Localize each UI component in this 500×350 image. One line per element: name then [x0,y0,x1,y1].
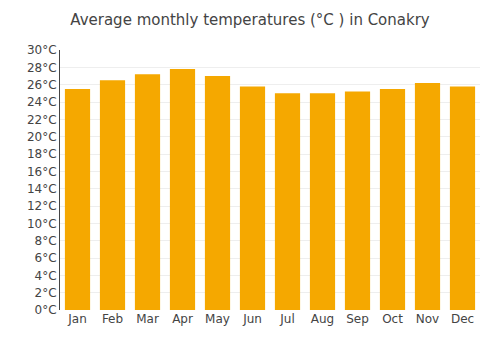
svg-text:24°C: 24°C [27,95,57,109]
svg-text:Jan: Jan [67,312,87,326]
svg-text:22°C: 22°C [27,113,57,127]
svg-text:Dec: Dec [451,312,474,326]
svg-text:Sep: Sep [346,312,369,326]
svg-text:8°C: 8°C [35,234,57,248]
svg-text:4°C: 4°C [35,269,57,283]
svg-text:Nov: Nov [416,312,439,326]
svg-text:14°C: 14°C [27,182,57,196]
svg-text:May: May [205,312,230,326]
svg-text:18°C: 18°C [27,147,57,161]
svg-text:Apr: Apr [172,312,193,326]
svg-text:2°C: 2°C [35,286,57,300]
svg-text:Jun: Jun [242,312,262,326]
svg-text:Average monthly temperatures (: Average monthly temperatures (°C ) in Co… [70,11,430,29]
svg-text:30°C: 30°C [27,43,57,57]
svg-text:20°C: 20°C [27,130,57,144]
svg-text:6°C: 6°C [35,251,57,265]
svg-text:0°C: 0°C [35,303,57,317]
svg-text:Feb: Feb [102,312,123,326]
svg-text:Oct: Oct [382,312,403,326]
svg-text:Aug: Aug [311,312,334,326]
svg-text:28°C: 28°C [27,61,57,75]
svg-text:Jul: Jul [279,312,294,326]
svg-text:10°C: 10°C [27,217,57,231]
svg-text:12°C: 12°C [27,199,57,213]
svg-text:26°C: 26°C [27,78,57,92]
svg-text:16°C: 16°C [27,165,57,179]
svg-text:Mar: Mar [136,312,159,326]
